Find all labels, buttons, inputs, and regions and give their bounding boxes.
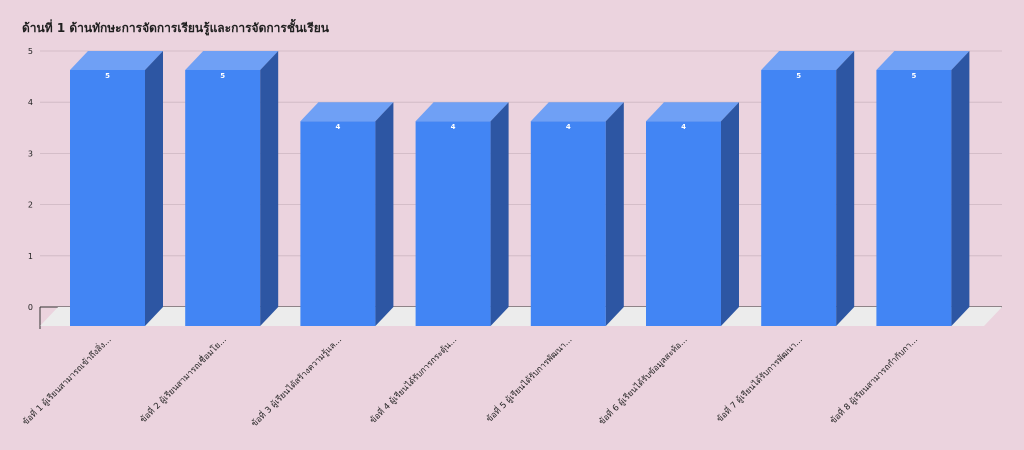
- bar-front: [185, 70, 261, 326]
- gridlines: [39, 50, 1002, 329]
- bar-side: [605, 102, 624, 326]
- bar-front: [761, 70, 837, 326]
- bar: [530, 102, 624, 326]
- bar: [761, 51, 855, 326]
- y-tick-label: 2: [28, 201, 33, 210]
- bar-side: [260, 51, 279, 326]
- bar: [70, 51, 163, 326]
- y-tick-label: 4: [28, 98, 33, 107]
- floor-plane: [40, 307, 1002, 326]
- bar-front: [530, 121, 606, 326]
- bar-top: [530, 102, 624, 122]
- bar-front: [646, 121, 721, 326]
- x-tick-label: ข้อที่ 1 ผู้เรียนสามารถเข้าถึงสิ่ง...: [20, 334, 114, 428]
- y-tick-label: 5: [28, 47, 33, 56]
- bar: [415, 102, 509, 326]
- y-tick-label: 3: [28, 149, 33, 158]
- data-label: 5: [220, 72, 225, 80]
- y-tick-label: 0: [28, 303, 33, 312]
- x-tick-label: ข้อที่ 2 ผู้เรียนสามารถเชื่อมโย...: [137, 334, 229, 426]
- bar-top: [300, 102, 394, 122]
- x-tick-label: ข้อที่ 5 ผู้เรียนได้รับการพัฒนา...: [483, 334, 574, 425]
- x-axis-labels: ข้อที่ 1 ผู้เรียนสามารถเข้าถึงสิ่ง... ข้อ…: [20, 334, 920, 430]
- data-label: 4: [451, 123, 456, 131]
- bar-front: [70, 70, 145, 326]
- x-tick-label: ข้อที่ 6 ผู้เรียนได้รับข้อมูลสะท้อ...: [596, 334, 690, 428]
- x-tick-label: ข้อที่ 7 ผู้เรียนได้รับการพัฒนา...: [714, 334, 805, 425]
- bar-top: [415, 102, 509, 122]
- data-label: 4: [566, 123, 571, 131]
- bars: [70, 51, 970, 326]
- x-tick-label: ข้อที่ 3 ผู้เรียนได้สร้างความรู้แล...: [248, 334, 344, 430]
- data-label: 4: [335, 123, 340, 131]
- y-axis-ticks: 0 1 2 3 4 5: [28, 47, 33, 312]
- bar-front: [876, 70, 952, 326]
- bar-top: [761, 51, 855, 70]
- data-label: 5: [911, 72, 916, 80]
- data-labels: 5 5 4 4 4 4 5 5: [105, 72, 916, 131]
- x-tick-label: ข้อที่ 8 ผู้เรียนสามารถกำกับกา...: [827, 334, 920, 427]
- data-label: 4: [681, 123, 686, 131]
- bar: [300, 102, 394, 326]
- x-tick-label: ข้อที่ 4 ผู้เรียนได้รับการกระตุ้น...: [367, 334, 459, 426]
- bar-side: [375, 102, 394, 326]
- bar-side: [721, 102, 739, 326]
- bar: [876, 51, 970, 326]
- data-label: 5: [796, 72, 801, 80]
- bar-top: [70, 51, 163, 70]
- bar-front: [300, 121, 376, 326]
- bar: [646, 102, 739, 326]
- bar-side: [836, 51, 855, 326]
- chart-floor: [40, 307, 1002, 326]
- data-label: 5: [105, 72, 110, 80]
- bar-top: [185, 51, 279, 70]
- bar-top: [646, 102, 739, 122]
- bar-top: [876, 51, 970, 70]
- bar: [185, 51, 279, 326]
- bar-side: [145, 51, 163, 326]
- bar-side: [490, 102, 509, 326]
- chart-title: ด้านที่ 1 ด้านทักษะการจัดการเรียนรู้และก…: [22, 18, 330, 36]
- y-tick-label: 1: [28, 252, 33, 261]
- bar-front: [415, 121, 491, 326]
- bar-side: [951, 51, 970, 326]
